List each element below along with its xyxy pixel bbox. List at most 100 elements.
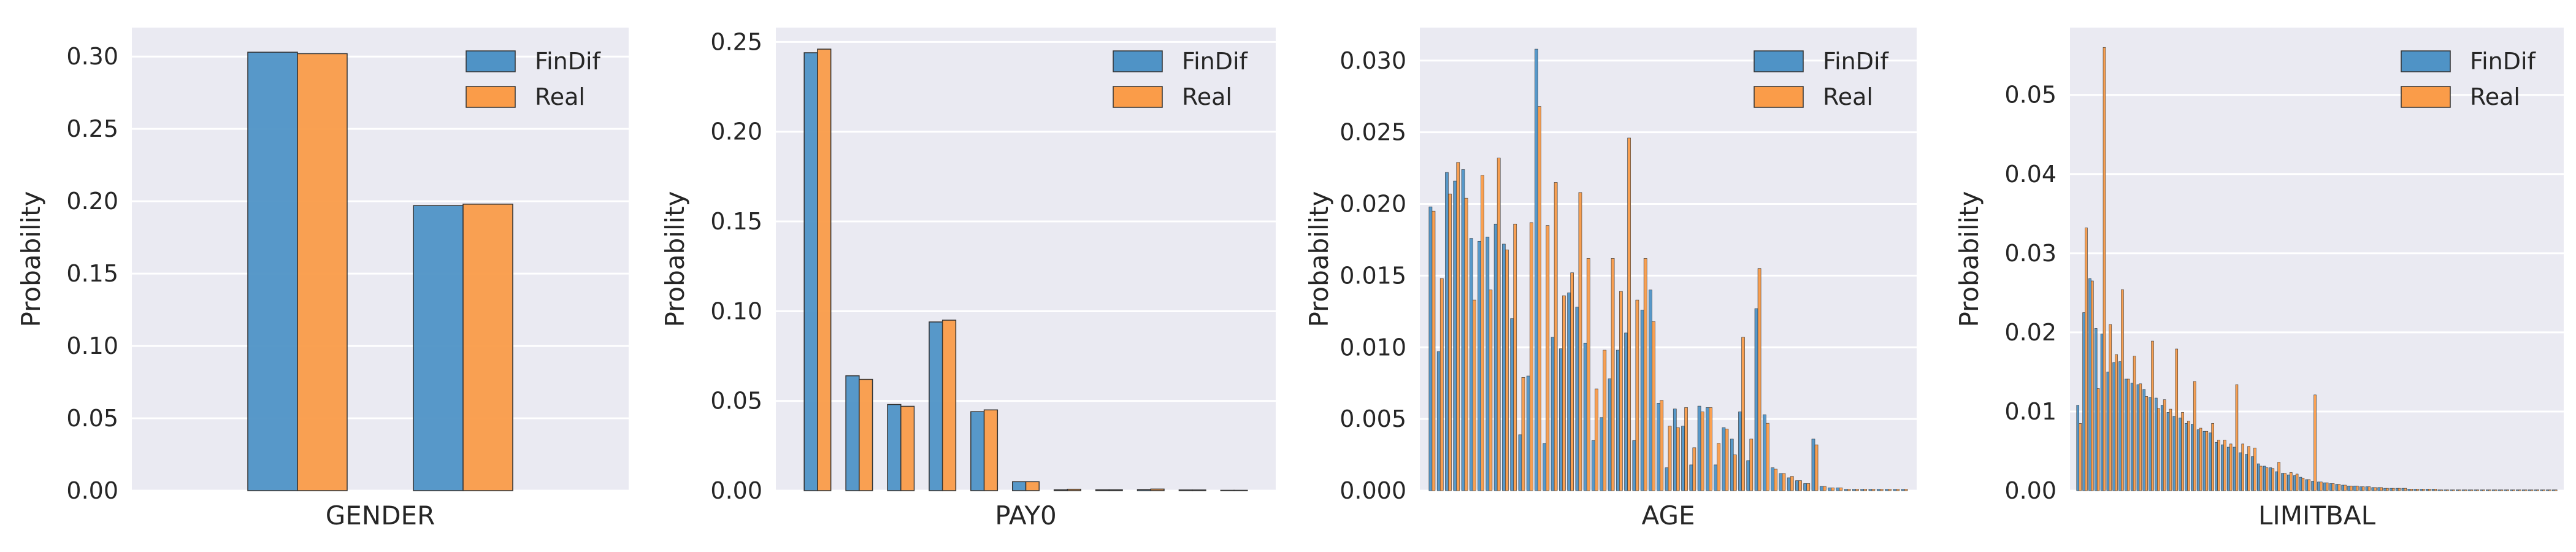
bar-findif-10000 — [2076, 405, 2080, 491]
y-tick-label: 0.03 — [2004, 240, 2057, 267]
bar-real-110000 — [2139, 383, 2142, 491]
y-axis-label: Probability — [1304, 191, 1334, 327]
bar-findif-740000 — [2516, 489, 2519, 491]
bar-real-350000 — [2283, 473, 2287, 491]
bar-findif-370000 — [2293, 475, 2296, 491]
bar-findif-620000 — [2444, 489, 2447, 491]
bar-real-790000 — [2548, 489, 2551, 491]
legend-swatch-real — [1113, 86, 1163, 108]
bar-real-44 — [1619, 291, 1623, 491]
chart-panel-limitbal: 0.00 0.01 0.02 0.03 0.04 0.05 LIMITBAL Probabil… — [1954, 28, 2564, 531]
bar-real-42 — [1603, 350, 1607, 491]
bar-findif-420000 — [2323, 482, 2326, 491]
bar-findif-63 — [1771, 467, 1774, 491]
bar-real-370000 — [2295, 473, 2299, 491]
bar-findif-150000 — [2160, 405, 2164, 491]
chart-panel-pay0: 0.00 0.05 0.10 0.15 0.20 0.25 PAY0 Probability F… — [660, 28, 1276, 531]
x-axis-label: LIMITBAL — [2258, 500, 2376, 531]
bar-real-390000 — [2307, 479, 2311, 491]
bar-findif-77 — [1885, 489, 1888, 491]
y-tick-label: 0.25 — [66, 115, 118, 142]
bar-real-440000 — [2337, 484, 2341, 491]
bar-real-600000 — [2434, 489, 2437, 491]
bar-findif-0 — [887, 404, 902, 491]
bar-real-79 — [1904, 489, 1908, 491]
bar-real-62 — [1766, 423, 1769, 491]
bar-real-80000 — [2121, 289, 2124, 491]
bar-findif-100000 — [2130, 383, 2134, 491]
bar-real-400000 — [2313, 394, 2317, 491]
legend: FinDif Real — [1113, 48, 1249, 110]
legend-label-findif: FinDif — [535, 48, 602, 75]
bar-real-60 — [1749, 439, 1754, 491]
bar-findif-350000 — [2281, 473, 2284, 491]
chart-panel-age: 0.000 0.005 0.010 0.015 0.020 0.025 0.030 AGE Pr… — [1304, 28, 1917, 531]
bar-real-54 — [1700, 412, 1704, 491]
bar-real-65 — [1790, 476, 1794, 491]
bar-findif--2 — [803, 52, 818, 491]
bar-findif-180000 — [2179, 417, 2182, 491]
y-tick-label: 0.04 — [2004, 161, 2057, 188]
bar-findif-70 — [1828, 488, 1831, 491]
bar-findif-190000 — [2185, 423, 2188, 491]
bar-findif-6 — [1137, 489, 1152, 491]
x-axis-label: PAY0 — [995, 500, 1057, 531]
bar-findif-57 — [1722, 427, 1726, 491]
bar-real-460000 — [2350, 485, 2353, 491]
bar-real-420000 — [2325, 482, 2329, 491]
bar-real-170000 — [2175, 348, 2179, 491]
bar-findif-68 — [1811, 439, 1815, 491]
bar-real-67 — [1806, 483, 1811, 491]
bar-findif-600000 — [2431, 489, 2435, 491]
bar-findif-250000 — [2221, 444, 2224, 491]
bar-real-490000 — [2367, 486, 2371, 491]
bar-findif-410000 — [2317, 481, 2320, 491]
bar-findif-720000 — [2504, 489, 2507, 491]
bar-findif-70000 — [2112, 362, 2115, 491]
y-tick-label: 0.20 — [66, 188, 118, 215]
bar-findif-56 — [1714, 464, 1717, 491]
bar-findif-2 — [970, 411, 985, 491]
bar-findif-300000 — [2251, 456, 2254, 491]
bar-findif-200000 — [2191, 424, 2194, 491]
bar-real-73 — [1855, 489, 1859, 491]
bar-findif-430000 — [2329, 483, 2333, 491]
x-axis-label: GENDER — [326, 500, 435, 531]
bar-real-41 — [1595, 388, 1598, 491]
y-tick-label: 0.25 — [710, 28, 762, 55]
bar-real-28 — [1489, 289, 1493, 491]
bar-findif-79 — [1901, 489, 1905, 491]
bar-findif-23 — [1445, 172, 1449, 491]
y-tick-label: 0.01 — [2004, 398, 2057, 425]
bar-findif-2 — [413, 205, 464, 491]
y-tick-label: 0.10 — [710, 297, 762, 324]
bar-real-40000 — [2096, 388, 2100, 491]
legend-label-findif: FinDif — [1182, 48, 1249, 75]
bar-real-220000 — [2205, 431, 2209, 491]
bar-real-560000 — [2410, 489, 2413, 491]
bar-real-630000 — [2452, 489, 2455, 491]
plot-area — [132, 28, 629, 491]
bar-findif-62 — [1762, 414, 1766, 491]
bar-real-720000 — [2506, 489, 2509, 491]
bar-findif-470000 — [2353, 485, 2356, 491]
y-tick-label: 0.00 — [2004, 477, 2057, 504]
legend-swatch-findif — [1113, 50, 1163, 72]
bar-findif-59 — [1738, 412, 1742, 491]
bar-real-130000 — [2151, 340, 2154, 491]
bar-findif-36 — [1551, 337, 1555, 491]
bar-real-52 — [1684, 407, 1688, 491]
bar-real-57 — [1725, 429, 1729, 491]
bar-real-61 — [1757, 268, 1761, 491]
chart-panel-gender: 0.00 0.05 0.10 0.15 0.20 0.25 0.30 GENDER Probab… — [16, 28, 629, 531]
bar-findif-770000 — [2534, 489, 2537, 491]
bar-real-380000 — [2301, 478, 2305, 491]
legend-label-findif: FinDif — [1823, 48, 1890, 75]
bar-findif-110000 — [2136, 384, 2140, 491]
bar-findif-66 — [1795, 480, 1799, 491]
bar-findif-42 — [1600, 417, 1604, 491]
bar-real--1 — [859, 378, 873, 491]
bar-findif-760000 — [2528, 489, 2531, 491]
legend-label-real: Real — [1823, 83, 1873, 110]
bar-findif-50 — [1665, 467, 1669, 491]
